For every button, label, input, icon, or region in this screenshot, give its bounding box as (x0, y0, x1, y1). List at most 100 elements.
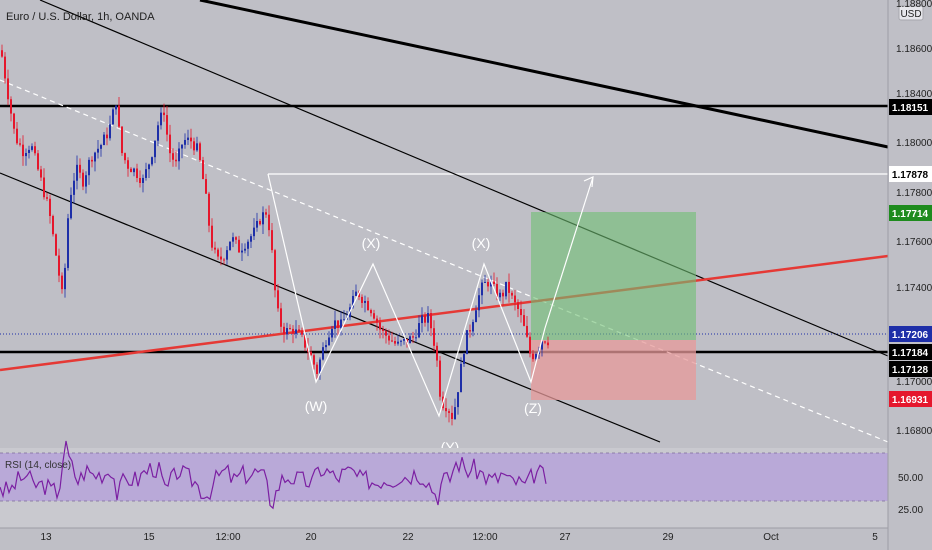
candle-bullish[interactable] (286, 328, 288, 335)
candle-bullish[interactable] (484, 281, 486, 283)
candle-bearish[interactable] (271, 230, 273, 251)
red-trendline[interactable] (0, 254, 889, 372)
candle-bearish[interactable] (130, 168, 132, 173)
price-axis[interactable]: USD 1.18800 1.18600 1.18400 1.18000 1.17… (889, 0, 932, 516)
candle-bearish[interactable] (55, 234, 57, 256)
candle-bullish[interactable] (133, 168, 135, 173)
candle-bullish[interactable] (253, 227, 255, 237)
candle-bullish[interactable] (232, 237, 234, 242)
channel-upper-line[interactable] (39, 0, 889, 357)
profit-zone[interactable] (531, 212, 696, 340)
candle-bearish[interactable] (121, 126, 123, 154)
candle-bullish[interactable] (295, 329, 297, 334)
candle-bearish[interactable] (40, 169, 42, 178)
candle-bullish[interactable] (403, 338, 405, 341)
candle-bearish[interactable] (118, 105, 120, 127)
candle-bullish[interactable] (142, 177, 144, 183)
candle-bearish[interactable] (313, 355, 315, 365)
candle-bullish[interactable] (328, 337, 330, 346)
candle-bearish[interactable] (34, 146, 36, 154)
candle-bearish[interactable] (16, 128, 18, 144)
candle-bullish[interactable] (463, 354, 465, 364)
candle-bullish[interactable] (70, 194, 72, 219)
candle-bearish[interactable] (211, 225, 213, 248)
candle-bearish[interactable] (274, 250, 276, 291)
candle-bearish[interactable] (175, 159, 177, 162)
candle-bearish[interactable] (223, 259, 225, 261)
candle-bearish[interactable] (445, 408, 447, 412)
candle-bullish[interactable] (151, 157, 153, 165)
candle-bearish[interactable] (13, 113, 15, 129)
candle-bearish[interactable] (448, 411, 450, 413)
candle-bearish[interactable] (265, 212, 267, 215)
candle-bullish[interactable] (94, 152, 96, 162)
candle-bearish[interactable] (487, 281, 489, 287)
candle-bearish[interactable] (424, 315, 426, 323)
candle-bullish[interactable] (196, 143, 198, 151)
candle-bearish[interactable] (214, 247, 216, 250)
candle-bearish[interactable] (235, 237, 237, 240)
candle-bearish[interactable] (280, 308, 282, 327)
candle-bearish[interactable] (361, 296, 363, 303)
candle-bullish[interactable] (160, 112, 162, 126)
candle-bearish[interactable] (451, 412, 453, 420)
candle-bullish[interactable] (319, 359, 321, 374)
candle-bearish[interactable] (298, 329, 300, 332)
candle-bullish[interactable] (64, 267, 66, 290)
candle-bearish[interactable] (493, 281, 495, 285)
candle-bullish[interactable] (460, 363, 462, 393)
candle-bearish[interactable] (430, 313, 432, 329)
candle-bearish[interactable] (388, 335, 390, 341)
candle-bullish[interactable] (73, 180, 75, 195)
candle-bullish[interactable] (262, 212, 264, 225)
candle-bullish[interactable] (322, 347, 324, 360)
candle-bullish[interactable] (478, 295, 480, 311)
candle-bearish[interactable] (292, 328, 294, 334)
candle-bearish[interactable] (208, 193, 210, 226)
candle-bearish[interactable] (58, 255, 60, 276)
candle-bullish[interactable] (475, 310, 477, 323)
candle-bearish[interactable] (289, 328, 291, 330)
candle-bearish[interactable] (283, 326, 285, 335)
candle-bullish[interactable] (187, 137, 189, 140)
candle-bullish[interactable] (109, 124, 111, 139)
candle-bearish[interactable] (169, 134, 171, 154)
candle-bearish[interactable] (10, 99, 12, 114)
candle-bullish[interactable] (115, 105, 117, 110)
candle-bearish[interactable] (520, 308, 522, 316)
candle-bearish[interactable] (529, 336, 531, 354)
candle-bearish[interactable] (46, 197, 48, 199)
candle-bullish[interactable] (145, 169, 147, 178)
candle-bearish[interactable] (19, 143, 21, 145)
candle-bearish[interactable] (394, 341, 396, 344)
candle-bearish[interactable] (202, 160, 204, 180)
candle-bearish[interactable] (220, 256, 222, 260)
candle-bearish[interactable] (1, 50, 3, 57)
candle-bearish[interactable] (337, 320, 339, 328)
candle-bullish[interactable] (343, 319, 345, 321)
candle-bullish[interactable] (25, 152, 27, 157)
candle-bullish[interactable] (352, 295, 354, 308)
candle-bullish[interactable] (148, 164, 150, 170)
candle-bullish[interactable] (457, 392, 459, 408)
candle-bearish[interactable] (22, 144, 24, 157)
candle-bullish[interactable] (100, 145, 102, 149)
candle-bullish[interactable] (490, 281, 492, 287)
candle-bullish[interactable] (88, 159, 90, 176)
candle-bearish[interactable] (367, 300, 369, 311)
symbol-title[interactable]: Euro / U.S. Dollar, 1h, OANDA (6, 11, 155, 23)
candle-bullish[interactable] (229, 241, 231, 251)
candle-bearish[interactable] (511, 292, 513, 296)
candle-bearish[interactable] (43, 177, 45, 198)
candle-bearish[interactable] (433, 328, 435, 346)
candle-bearish[interactable] (547, 342, 549, 346)
candle-bearish[interactable] (82, 172, 84, 187)
channel-mid-dashed-line[interactable] (0, 79, 889, 443)
candle-bearish[interactable] (166, 115, 168, 135)
candle-bearish[interactable] (259, 220, 261, 225)
candle-bullish[interactable] (400, 340, 402, 342)
candle-bearish[interactable] (163, 112, 165, 116)
candle-bullish[interactable] (157, 125, 159, 141)
candle-bullish[interactable] (178, 148, 180, 162)
candle-bullish[interactable] (85, 175, 87, 187)
